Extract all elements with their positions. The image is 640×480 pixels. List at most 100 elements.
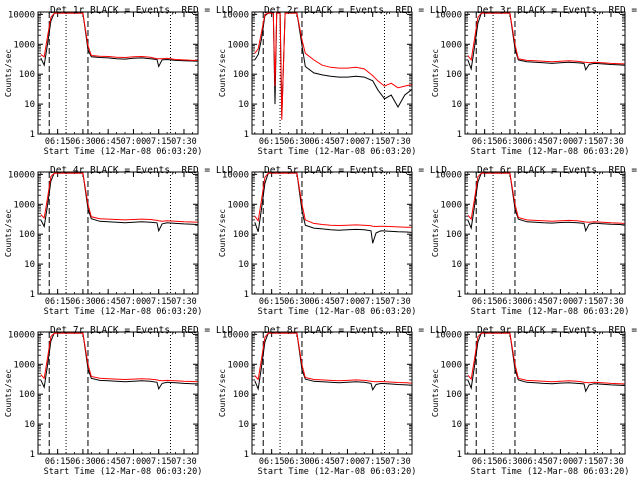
x-axis-label: Start Time (12-Mar-08 06:03:20) (44, 307, 203, 317)
y-tick-label: 1 (244, 450, 249, 460)
x-tick-label: 07:30 (385, 297, 411, 307)
series-lld-line (467, 332, 625, 385)
y-tick-label: 1000 (13, 360, 35, 370)
series-layer (254, 12, 412, 120)
panel-title: Det 5r BLACK = Events, RED = LLD (264, 165, 447, 176)
y-tick-label: 10000 (8, 170, 35, 180)
series-lld-line (254, 12, 412, 120)
y-axis-label: Counts/sec (218, 369, 227, 417)
series-layer (40, 332, 198, 391)
det-panel-4: 1 10 100 1000 10000 06:15 06:30 06:45 07:00 07:15… (4, 165, 233, 317)
x-tick-label: 07:00 (335, 457, 361, 467)
y-tick-label: 10 (451, 100, 462, 110)
x-axis-label: Start Time (12-Mar-08 06:03:20) (44, 147, 203, 157)
det-panel-6: 1 10 100 1000 10000 06:15 06:30 06:45 07:00 07:15… (431, 165, 640, 317)
series-lld-line (40, 332, 198, 383)
det-panel-8: 1 10 100 1000 10000 06:15 06:30 06:45 07:00 07:15… (218, 325, 447, 477)
panel-title: Det 8r BLACK = Events, RED = LLD (264, 325, 447, 336)
y-tick-label: 10000 (222, 330, 249, 340)
series-lld-line (467, 172, 625, 224)
x-tick-label: 06:45 (522, 297, 548, 307)
x-axis-label: Start Time (12-Mar-08 06:03:20) (258, 307, 417, 317)
plot-frame (251, 331, 413, 455)
x-tick-label: 07:15 (573, 297, 599, 307)
y-axis-label: Counts/sec (4, 369, 13, 417)
x-tick-label: 07:30 (171, 457, 197, 467)
series-lld-line (254, 332, 412, 384)
plot-frame (37, 11, 199, 135)
y-tick-label: 1 (30, 450, 35, 460)
panel-title: Det 9r BLACK = Events, RED = LLD (477, 325, 640, 336)
x-tick-label: 07:00 (335, 137, 361, 147)
x-tick-label: 06:45 (309, 137, 335, 147)
y-tick-label: 1 (457, 130, 462, 140)
series-layer (254, 172, 412, 244)
x-tick-label: 06:45 (309, 457, 335, 467)
x-tick-label: 06:15 (45, 457, 71, 467)
x-tick-label: 06:30 (497, 137, 523, 147)
x-tick-label: 07:15 (360, 457, 386, 467)
x-tick-label: 06:15 (259, 297, 285, 307)
y-tick-label: 1000 (440, 360, 462, 370)
x-tick-label: 06:30 (284, 297, 310, 307)
x-tick-label: 06:15 (472, 137, 498, 147)
y-tick-label: 1000 (440, 200, 462, 210)
x-tick-label: 06:30 (497, 297, 523, 307)
plot-frame (251, 171, 413, 295)
plot-frame (37, 171, 199, 295)
x-tick-label: 06:45 (95, 457, 121, 467)
det-panel-2: 1 10 100 1000 10000 06:15 06:30 06:45 07:00 07:15… (218, 5, 447, 157)
series-layer (254, 332, 412, 392)
series-events-line (254, 12, 412, 117)
x-tick-label: 06:30 (70, 137, 96, 147)
x-tick-label: 07:00 (121, 297, 147, 307)
x-tick-label: 06:45 (95, 137, 121, 147)
y-tick-label: 10000 (435, 330, 462, 340)
y-tick-label: 1000 (227, 200, 249, 210)
y-tick-label: 1000 (13, 200, 35, 210)
x-tick-label: 07:00 (121, 457, 147, 467)
panel-title: Det 1r BLACK = Events, RED = LLD (50, 5, 233, 16)
x-tick-label: 07:15 (360, 137, 386, 147)
x-tick-label: 07:30 (171, 297, 197, 307)
y-tick-label: 1 (30, 130, 35, 140)
series-layer (467, 332, 625, 393)
x-tick-label: 06:15 (472, 297, 498, 307)
y-tick-label: 10000 (8, 330, 35, 340)
y-tick-label: 10 (238, 100, 249, 110)
y-tick-label: 10 (451, 420, 462, 430)
y-axis-label: Counts/sec (431, 209, 440, 257)
series-events-line (40, 12, 198, 68)
x-tick-label: 06:45 (309, 297, 335, 307)
panel-title: Det 4r BLACK = Events, RED = LLD (50, 165, 233, 176)
x-tick-label: 07:00 (121, 137, 147, 147)
x-tick-label: 06:15 (45, 297, 71, 307)
x-tick-label: 07:15 (146, 457, 172, 467)
y-axis-label: Counts/sec (218, 49, 227, 97)
x-tick-label: 06:45 (522, 137, 548, 147)
x-axis-label: Start Time (12-Mar-08 06:03:20) (471, 307, 630, 317)
x-axis-label: Start Time (12-Mar-08 06:03:20) (44, 467, 203, 477)
y-axis-label: Counts/sec (4, 209, 13, 257)
panel-title: Det 2r BLACK = Events, RED = LLD (264, 5, 447, 16)
series-lld-line (254, 172, 412, 228)
series-layer (40, 172, 198, 233)
y-tick-label: 10 (24, 420, 35, 430)
y-axis-label: Counts/sec (431, 49, 440, 97)
y-tick-label: 10000 (222, 10, 249, 20)
y-tick-label: 10 (451, 260, 462, 270)
y-tick-label: 1 (457, 290, 462, 300)
x-axis-label: Start Time (12-Mar-08 06:03:20) (258, 467, 417, 477)
x-tick-label: 07:00 (335, 297, 361, 307)
plot-frame (464, 11, 626, 135)
y-tick-label: 100 (233, 230, 249, 240)
x-axis-label: Start Time (12-Mar-08 06:03:20) (471, 467, 630, 477)
series-events-line (254, 332, 412, 392)
det-panel-5: 1 10 100 1000 10000 06:15 06:30 06:45 07:00 07:15… (218, 165, 447, 317)
y-tick-label: 1 (30, 290, 35, 300)
x-tick-label: 07:15 (146, 137, 172, 147)
det-panel-3: 1 10 100 1000 10000 06:15 06:30 06:45 07:00 07:15… (431, 5, 640, 157)
y-tick-label: 100 (19, 230, 35, 240)
series-events-line (40, 172, 198, 233)
